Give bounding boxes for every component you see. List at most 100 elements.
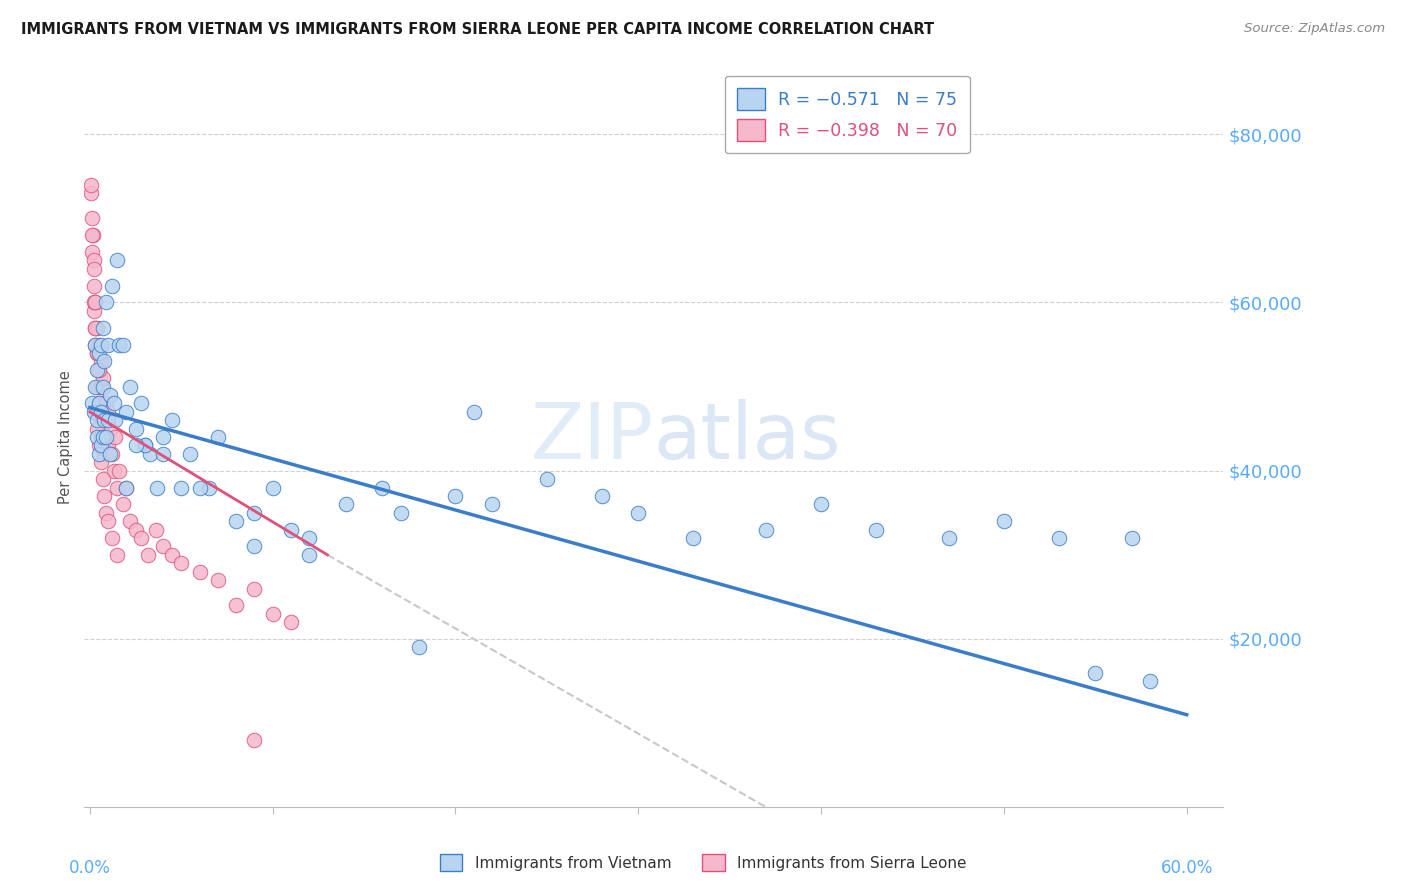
Point (97, 337, 120, 351)
Point (134, 438, 156, 452)
Point (124, 523, 146, 537)
Point (993, 514, 1015, 528)
Text: 60.0%: 60.0% (1160, 859, 1213, 877)
Point (93, 489, 115, 503)
Point (207, 573, 229, 587)
Point (96, 295, 118, 310)
Point (389, 506, 412, 520)
Point (444, 489, 467, 503)
Point (86, 430, 108, 444)
Point (101, 447, 124, 461)
Point (80, 244, 103, 259)
Point (298, 548, 321, 562)
Point (97, 438, 120, 452)
Point (160, 413, 183, 427)
Point (115, 481, 138, 495)
Point (96, 447, 118, 461)
Point (108, 337, 131, 351)
Point (115, 481, 138, 495)
Point (84, 320, 107, 334)
Point (86, 346, 108, 360)
Point (80, 178, 103, 192)
Y-axis label: Per Capita Income: Per Capita Income (58, 370, 73, 504)
Point (1084, 665, 1107, 680)
Point (86, 422, 108, 436)
Point (170, 556, 193, 570)
Point (124, 422, 146, 436)
Point (83, 295, 105, 310)
Point (91, 438, 114, 452)
Point (243, 733, 266, 747)
Point (83, 261, 105, 276)
Point (90, 430, 112, 444)
Point (86, 413, 108, 427)
Point (98, 447, 121, 461)
Point (243, 540, 266, 554)
Point (84, 295, 107, 310)
Point (93, 413, 115, 427)
Point (188, 565, 211, 579)
Point (108, 464, 131, 478)
Point (145, 523, 167, 537)
Point (103, 396, 125, 410)
Point (84, 295, 107, 310)
Point (80, 211, 103, 226)
Point (120, 514, 142, 528)
Point (105, 253, 128, 268)
Point (90, 413, 112, 427)
Point (179, 447, 201, 461)
Text: ZIP: ZIP (531, 399, 654, 475)
Point (87, 363, 110, 377)
Point (243, 506, 266, 520)
Point (98, 422, 121, 436)
Point (810, 497, 832, 511)
Text: 0.0%: 0.0% (69, 859, 111, 877)
Point (207, 430, 229, 444)
Point (90, 455, 112, 469)
Point (91, 320, 114, 334)
Point (111, 497, 134, 511)
Point (91, 371, 114, 385)
Legend: Immigrants from Vietnam, Immigrants from Sierra Leone: Immigrants from Vietnam, Immigrants from… (433, 848, 973, 877)
Point (225, 514, 247, 528)
Point (82, 228, 104, 243)
Point (152, 447, 174, 461)
Point (86, 363, 108, 377)
Point (80, 396, 103, 410)
Point (84, 337, 107, 351)
Point (97, 405, 120, 419)
Point (152, 540, 174, 554)
Text: IMMIGRANTS FROM VIETNAM VS IMMIGRANTS FROM SIERRA LEONE PER CAPITA INCOME CORREL: IMMIGRANTS FROM VIETNAM VS IMMIGRANTS FR… (21, 22, 934, 37)
Point (371, 481, 394, 495)
Text: atlas: atlas (654, 399, 841, 475)
Legend: R = −0.571   N = 75, R = −0.398   N = 70: R = −0.571 N = 75, R = −0.398 N = 70 (724, 76, 970, 153)
Point (90, 337, 112, 351)
Point (101, 278, 124, 293)
Point (97, 514, 120, 528)
Point (84, 405, 107, 419)
Point (170, 481, 193, 495)
Point (139, 447, 162, 461)
Point (280, 523, 302, 537)
Point (93, 447, 115, 461)
Point (243, 582, 266, 596)
Point (90, 354, 112, 368)
Point (96, 396, 118, 410)
Point (87, 396, 110, 410)
Point (134, 438, 156, 452)
Point (87, 337, 110, 351)
Point (160, 548, 183, 562)
Point (87, 438, 110, 452)
Point (262, 607, 284, 621)
Point (188, 481, 211, 495)
Point (96, 430, 118, 444)
Point (83, 405, 105, 419)
Point (124, 438, 146, 452)
Point (87, 363, 110, 377)
Point (98, 388, 121, 402)
Point (86, 320, 108, 334)
Point (104, 413, 127, 427)
Point (682, 531, 704, 545)
Point (97, 413, 120, 427)
Point (225, 599, 247, 613)
